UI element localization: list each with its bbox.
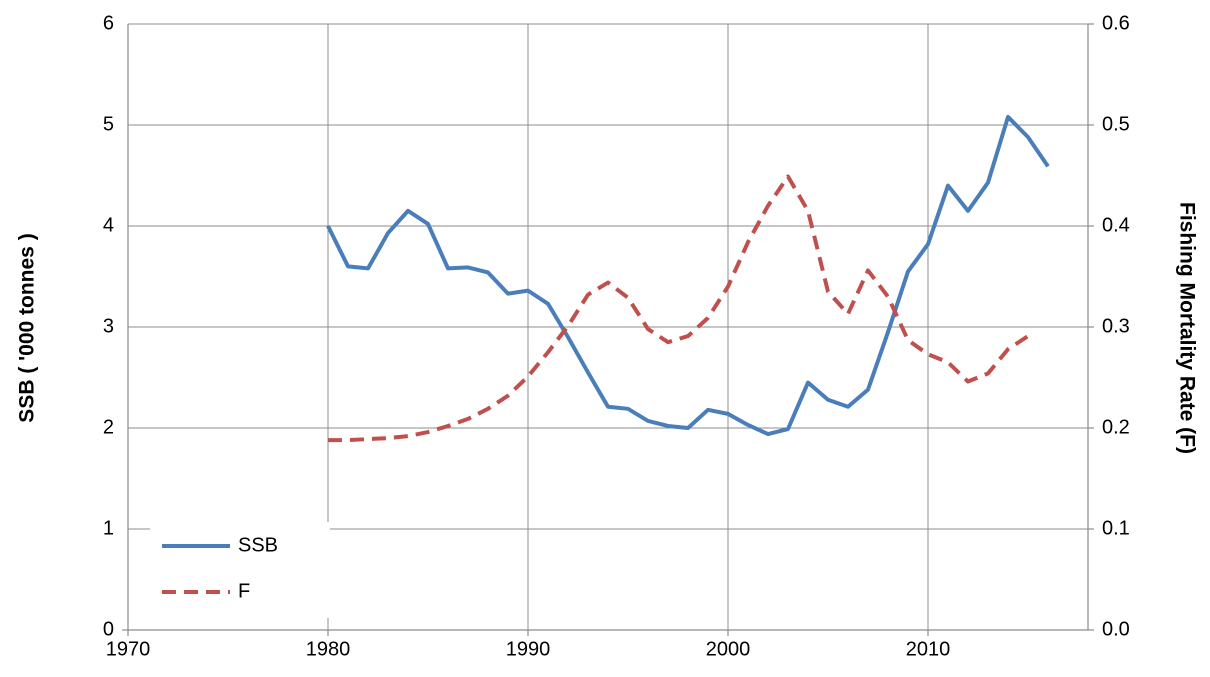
y2-axis-title: Fishing Mortality Rate (F) bbox=[1175, 202, 1198, 454]
y2-tick-label: 0.0 bbox=[1102, 618, 1130, 640]
y-tick-label: 3 bbox=[103, 315, 114, 337]
x-tick-label: 2000 bbox=[706, 638, 751, 660]
y-tick-label: 1 bbox=[103, 517, 114, 539]
y-axis-title: SSB ( '000 tonnes ) bbox=[16, 233, 39, 422]
y2-tick-label: 0.5 bbox=[1102, 113, 1130, 135]
y-tick-label: 5 bbox=[103, 113, 114, 135]
legend-label: F bbox=[238, 580, 250, 602]
x-tick-label: 2010 bbox=[906, 638, 951, 660]
x-tick-label: 1980 bbox=[306, 638, 351, 660]
y-tick-label: 4 bbox=[103, 214, 114, 236]
y2-tick-label: 0.4 bbox=[1102, 214, 1130, 236]
line-series bbox=[328, 174, 1030, 443]
x-tick-label: 1970 bbox=[106, 638, 151, 660]
y2-tick-label: 0.2 bbox=[1102, 416, 1130, 438]
y-tick-label: 0 bbox=[103, 618, 114, 640]
y-tick-label: 2 bbox=[103, 416, 114, 438]
legend-box bbox=[150, 522, 330, 618]
y2-tick-label: 0.6 bbox=[1102, 12, 1130, 34]
y-tick-label: 6 bbox=[103, 12, 114, 34]
y2-tick-label: 0.1 bbox=[1102, 517, 1130, 539]
y2-tick-label: 0.3 bbox=[1102, 315, 1130, 337]
x-tick-label: 1990 bbox=[506, 638, 551, 660]
line-series bbox=[326, 114, 1050, 437]
legend-label: SSB bbox=[238, 534, 278, 556]
